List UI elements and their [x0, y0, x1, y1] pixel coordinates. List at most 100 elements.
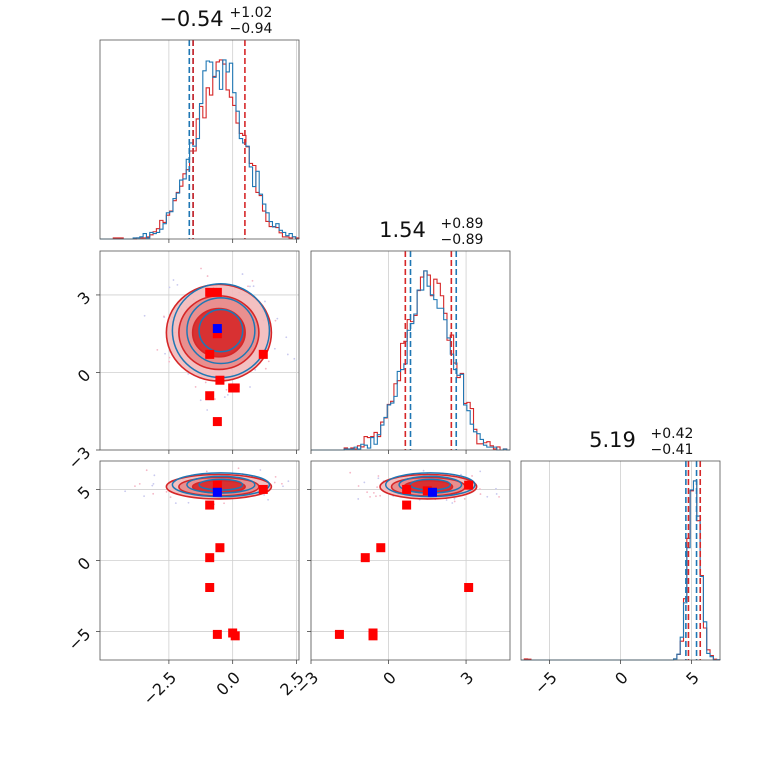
sample-dot — [471, 475, 473, 477]
sample-dot — [479, 493, 482, 495]
sample-dot — [199, 399, 202, 402]
red-sample-marker — [402, 484, 412, 494]
red-sample-marker — [230, 383, 240, 393]
sample-dot — [349, 471, 352, 474]
x-tick-label-param-3: −5 — [531, 668, 561, 698]
red-sample-marker — [205, 287, 215, 297]
sample-dot — [486, 495, 489, 498]
sample-dot — [259, 469, 262, 471]
sample-dot — [223, 502, 225, 505]
sample-dot — [145, 469, 148, 472]
histogram-red-param-1 — [100, 59, 300, 240]
sample-dot — [495, 487, 497, 490]
sample-dot — [286, 353, 289, 356]
red-sample-marker — [258, 484, 268, 494]
red-sample-marker — [422, 486, 432, 496]
sample-dot — [460, 473, 462, 476]
y-tick-label-param-3: 0 — [74, 553, 95, 574]
red-sample-marker — [215, 375, 225, 385]
sample-dot — [273, 481, 276, 484]
scatter-panel-1-2 — [96, 250, 300, 454]
sample-dot — [375, 495, 377, 498]
param-title-2: 1.54 — [379, 218, 426, 242]
sample-dot — [274, 475, 277, 478]
sample-dot — [263, 493, 266, 496]
x-tick-label-param-3: 5 — [682, 668, 703, 689]
param-title-1: −0.54 — [159, 7, 223, 31]
sample-dot — [422, 469, 425, 472]
red-sample-marker — [368, 631, 378, 641]
y-tick-label-param-2: 3 — [74, 288, 95, 309]
sample-dot — [273, 347, 276, 350]
sample-dot — [249, 285, 251, 288]
param-title-sup-3: +0.42 — [651, 426, 694, 442]
sample-dot — [276, 317, 279, 320]
sample-dot — [134, 485, 136, 488]
sample-dot — [369, 495, 371, 498]
sample-dot — [463, 497, 466, 500]
sample-dot — [168, 356, 171, 359]
sample-dot — [267, 498, 269, 501]
red-sample-marker — [360, 553, 370, 563]
sample-dot — [176, 283, 179, 286]
param-title-sup-2: +0.89 — [441, 216, 484, 232]
red-sample-marker — [212, 287, 222, 297]
sample-dot — [163, 315, 165, 318]
sample-dot — [445, 499, 448, 501]
sample-dot — [172, 279, 175, 281]
sample-dot — [372, 491, 375, 494]
sample-dot — [264, 367, 267, 370]
histogram-blue-param-1 — [100, 59, 299, 240]
panel-frame — [99, 39, 300, 240]
scatter-panel-1-3 — [96, 460, 300, 664]
sample-dot — [206, 275, 209, 277]
red-sample-marker — [212, 329, 222, 339]
red-sample-marker — [402, 500, 412, 510]
truth-marker — [212, 487, 222, 497]
sample-dot — [451, 502, 454, 504]
sample-dot — [495, 493, 498, 495]
x-tick-label-param-1: −2.5 — [139, 668, 180, 709]
sample-dot — [249, 386, 251, 388]
y-tick-label-param-3: 5 — [74, 482, 95, 503]
sample-dot — [124, 490, 127, 493]
sample-dot — [174, 502, 177, 505]
sample-dot — [187, 501, 190, 504]
scatter-panel-2-3 — [307, 460, 511, 664]
sample-dot — [376, 486, 379, 489]
diag-panel-3: 5.19 +0.42−0.41 — [520, 426, 721, 664]
sample-dot — [151, 484, 154, 487]
red-sample-marker — [464, 480, 474, 490]
sample-dot — [366, 491, 369, 494]
param-title-sub-3: −0.41 — [651, 442, 694, 458]
red-sample-marker — [215, 543, 225, 553]
diag-panel-1: −0.54 +1.02−0.94 — [99, 5, 300, 243]
red-sample-marker — [212, 417, 222, 427]
param-title-sup-1: +1.02 — [230, 5, 273, 21]
sample-dot — [251, 279, 254, 282]
sample-dot — [226, 393, 229, 396]
red-sample-marker — [205, 583, 215, 593]
truth-marker — [427, 487, 437, 497]
contour-blue-level-3 — [198, 308, 244, 353]
x-tick-label-param-2: 0 — [379, 668, 400, 689]
red-sample-marker — [205, 391, 215, 401]
sample-dot — [237, 467, 240, 470]
sample-dot — [152, 483, 155, 485]
red-sample-marker — [258, 349, 268, 359]
sample-dot — [205, 470, 208, 473]
sample-dot — [164, 352, 166, 355]
sample-dot — [247, 285, 249, 288]
y-tick-label-param-3: −5 — [64, 625, 94, 655]
sample-dot — [479, 488, 481, 490]
sample-dot — [152, 492, 155, 495]
sample-dot — [287, 480, 290, 483]
sample-dot — [169, 496, 172, 499]
y-tick-label-param-2: 0 — [74, 365, 95, 386]
sample-dot — [479, 470, 482, 473]
red-sample-marker — [464, 583, 474, 593]
sample-dot — [285, 336, 288, 339]
x-tick-label-param-2: 3 — [457, 668, 478, 689]
sample-dot — [143, 495, 145, 498]
red-sample-marker — [230, 631, 240, 641]
